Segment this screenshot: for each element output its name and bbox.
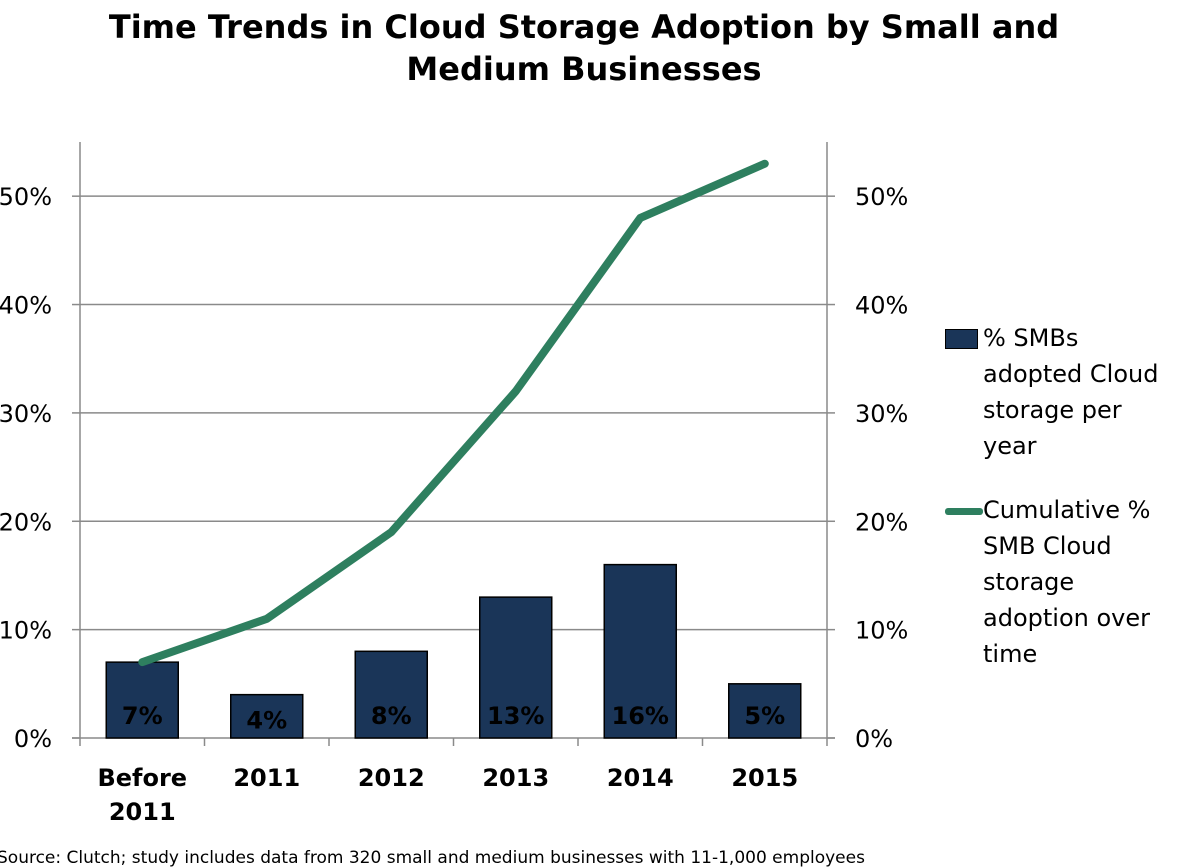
line-series	[138, 159, 769, 667]
y-tick-label-left: 50%	[0, 183, 52, 211]
bar	[105, 661, 179, 739]
y-tick-label-left: 40%	[0, 292, 52, 320]
legend-text-line: time	[983, 640, 1038, 668]
legend-text-line: storage	[983, 568, 1075, 596]
y-tick-label-right: 0%	[855, 725, 893, 753]
bar	[230, 693, 304, 739]
y-tick-label-left: 10%	[0, 617, 52, 645]
x-tick-label: 2012	[358, 764, 425, 792]
legend-text-line: storage per	[983, 396, 1122, 424]
bar	[603, 563, 677, 739]
y-tick-label-right: 10%	[855, 617, 908, 645]
legend: % SMBs adopted Cloud storage per year Cu…	[945, 320, 1175, 672]
legend-text-line: Cumulative %	[983, 496, 1151, 524]
y-tick-label-left: 0%	[14, 725, 52, 753]
x-tick-label: 2014	[607, 764, 674, 792]
legend-text-line: % SMBs	[983, 324, 1079, 352]
bar-data-label: 8%	[371, 702, 412, 730]
legend-text-line: SMB Cloud	[983, 532, 1112, 560]
legend-text-line: year	[983, 432, 1037, 460]
source-note: Source: Clutch; study includes data from…	[0, 848, 865, 868]
bar-data-label: 5%	[744, 702, 785, 730]
legend-item-bar: % SMBs adopted Cloud storage per year	[945, 320, 1175, 464]
legend-item-line: Cumulative % SMB Cloud storage adoption …	[945, 492, 1175, 672]
bar-data-label: 13%	[487, 702, 544, 730]
bar	[728, 683, 802, 739]
x-tick-label: Before 2011	[97, 764, 187, 826]
legend-text-line: adopted Cloud	[983, 360, 1159, 388]
y-tick-label-left: 20%	[0, 508, 52, 536]
bar-data-label: 4%	[246, 707, 287, 735]
legend-text-line: adoption over	[983, 604, 1150, 632]
bar	[479, 596, 553, 739]
data-labels: 7% 4% 8% 13% 16% 5%	[122, 702, 785, 735]
x-tick-label: 2013	[482, 764, 549, 792]
legend-line-swatch	[945, 508, 983, 515]
y-tick-label-right: 30%	[855, 400, 908, 428]
chart-title: Time Trends in Cloud Storage Adoption by…	[0, 6, 1168, 90]
bar	[354, 650, 428, 739]
chart-title-line-2: Medium Businesses	[406, 50, 762, 88]
bar-data-label: 7%	[122, 702, 163, 730]
cumulative-line	[138, 159, 769, 667]
gridlines	[80, 195, 827, 631]
y-tick-label-right: 40%	[855, 292, 908, 320]
axes: 0% 0% 10% 10% 20% 20% 30% 30% 40% 40% 50% 50% Before…	[0, 142, 908, 826]
y-tick-label-right: 20%	[855, 508, 908, 536]
bar-data-label: 16%	[612, 702, 669, 730]
y-tick-label-left: 30%	[0, 400, 52, 428]
legend-bar-swatch	[945, 329, 978, 349]
x-tick-label: 2015	[731, 764, 798, 792]
y-tick-label-right: 50%	[855, 183, 908, 211]
chart-title-line-1: Time Trends in Cloud Storage Adoption by…	[108, 8, 1060, 46]
x-tick-label: 2011	[233, 764, 300, 792]
bar-series	[105, 563, 802, 739]
